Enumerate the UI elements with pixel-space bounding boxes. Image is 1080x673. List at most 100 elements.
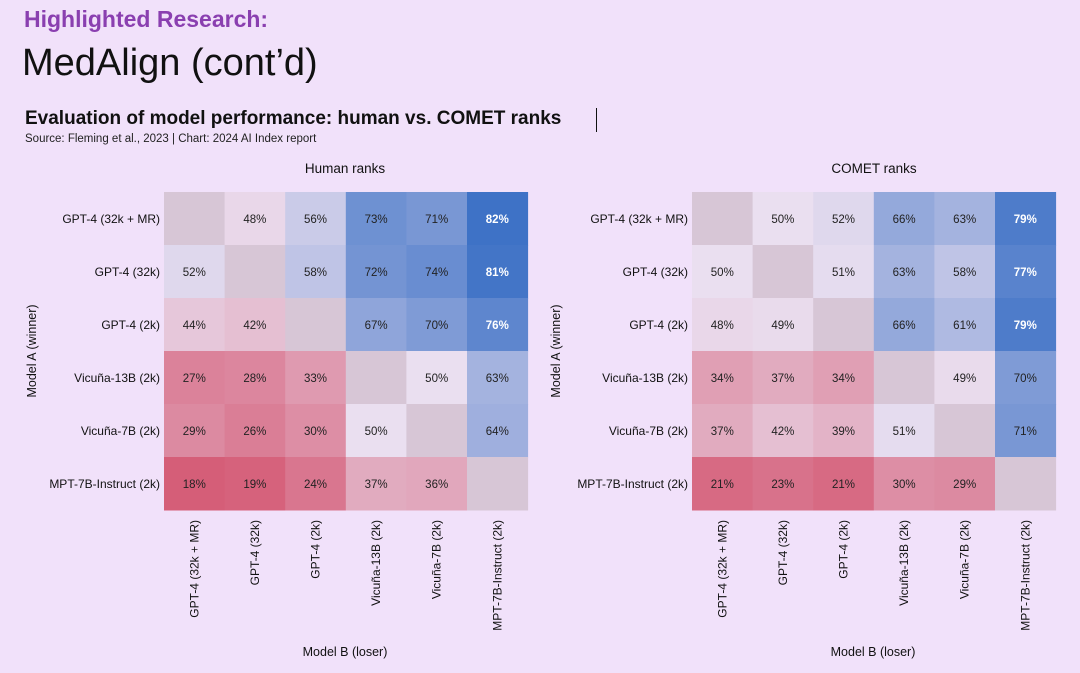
panel1-heatmap-cell: [406, 351, 468, 405]
panel2-cell-label: 39%: [832, 426, 855, 438]
panel2-cell-label: 66%: [893, 320, 916, 332]
panel1-heatmap-cell: [406, 298, 468, 352]
panel1-cell-label: 82%: [486, 214, 509, 226]
panel2-cell-label: 79%: [1014, 320, 1037, 332]
panel1-cell-label: 42%: [243, 320, 266, 332]
panel1-cell-label: 36%: [425, 479, 448, 491]
panel2-heatmap-cell: [752, 457, 814, 511]
panel2-cell-label: 61%: [953, 320, 976, 332]
panel2-heatmap-cell: [934, 298, 996, 352]
panel2-diagonal-cell: [813, 298, 875, 352]
panel1-cell-label: 81%: [486, 267, 509, 279]
panel1-column-label: GPT-4 (32k): [248, 520, 262, 585]
panel1-cell-label: 27%: [183, 373, 206, 385]
panel1-heatmap-cell: [224, 351, 286, 405]
panel2-heatmap-cell: [813, 351, 875, 405]
panel1-heatmap-cell: [224, 192, 286, 246]
panel1-column-label: GPT-4 (2k): [309, 520, 323, 579]
panel2-cell-label: 49%: [771, 320, 794, 332]
panel2-heatmap-cell: [692, 404, 754, 458]
panel2-heatmap-cell: [934, 192, 996, 246]
panel1-column-label: MPT-7B-Instruct (2k): [490, 520, 504, 631]
panel2-heatmap-cell: [813, 245, 875, 299]
panel1-heatmap-cell: [467, 192, 529, 246]
panel2-heatmap-cell: [995, 351, 1057, 405]
panel1-diagonal-cell: [224, 245, 286, 299]
panel2-cell-label: 50%: [771, 214, 794, 226]
panel1-cell-label: 26%: [243, 426, 266, 438]
panel2-heatmap-cell: [692, 298, 754, 352]
panel1-cell-label: 73%: [365, 214, 388, 226]
panel2-heatmap-cell: [692, 351, 754, 405]
panel1-cell-label: 37%: [365, 479, 388, 491]
panel2-cell-label: 21%: [711, 479, 734, 491]
panel1-heatmap-cell: [224, 457, 286, 511]
panel2-heatmap-cell: [752, 351, 814, 405]
panel1-cell-label: 18%: [183, 479, 206, 491]
panel1-heatmap-cell: [285, 351, 347, 405]
panel1-heatmap-cell: [285, 192, 347, 246]
panel2-cell-label: 34%: [711, 373, 734, 385]
panel1-heatmap-cell: [345, 192, 407, 246]
panel1-cell-label: 67%: [365, 320, 388, 332]
panel2-cell-label: 63%: [953, 214, 976, 226]
panel1-column-label: Vicuña-13B (2k): [369, 520, 383, 606]
panel2-row-label: Vicuña-13B (2k): [602, 371, 688, 385]
panel2-cell-label: 42%: [771, 426, 794, 438]
panel1-cell-label: 48%: [243, 214, 266, 226]
panel2-column-label: GPT-4 (32k + MR): [715, 520, 729, 618]
panel2-heatmap-cell: [934, 245, 996, 299]
panel2-heatmap-cell: [873, 404, 935, 458]
panel1-heatmap-cell: [164, 351, 226, 405]
panel1-cell-label: 29%: [183, 426, 206, 438]
panel1-cell-label: 33%: [304, 373, 327, 385]
panel2-x-axis-label: Model B (loser): [831, 645, 916, 659]
panel2-heatmap-cell: [934, 351, 996, 405]
panel1-cell-label: 76%: [486, 320, 509, 332]
panel1-heatmap-cell: [406, 192, 468, 246]
panel2-heatmap-cell: [813, 457, 875, 511]
panel1-heatmap-cell: [285, 457, 347, 511]
panel1-title: Human ranks: [305, 161, 386, 176]
panel2-diagonal-cell: [752, 245, 814, 299]
panel1-heatmap-cell: [406, 457, 468, 511]
panel2-cell-label: 58%: [953, 267, 976, 279]
panel1-row-label: GPT-4 (32k): [95, 265, 160, 279]
panel1-heatmap-cell: [406, 245, 468, 299]
panel1-heatmap-cell: [345, 404, 407, 458]
panel2-heatmap-cell: [873, 245, 935, 299]
panel1-cell-label: 50%: [425, 373, 448, 385]
panel2-diagonal-cell: [934, 404, 996, 458]
panel2-cell-label: 77%: [1014, 267, 1037, 279]
panel1-heatmap-cell: [224, 298, 286, 352]
panel1-column-label: GPT-4 (32k + MR): [187, 520, 201, 618]
panel1-heatmap-cell: [467, 351, 529, 405]
panel1-cell-label: 19%: [243, 479, 266, 491]
panel1-heatmap-cell: [345, 298, 407, 352]
panel1-y-axis-label: Model A (winner): [25, 304, 39, 397]
panel1-diagonal-cell: [406, 404, 468, 458]
panel2-heatmap-cell: [934, 457, 996, 511]
panel2-cell-label: 51%: [832, 267, 855, 279]
panel1-cell-label: 56%: [304, 214, 327, 226]
panel2-row-label: Vicuña-7B (2k): [609, 424, 688, 438]
panel2-column-label: Vicuña-13B (2k): [897, 520, 911, 606]
panel1-heatmap-cell: [467, 245, 529, 299]
panel2-heatmap-cell: [752, 192, 814, 246]
panel2-cell-label: 48%: [711, 320, 734, 332]
panel1-cell-label: 58%: [304, 267, 327, 279]
panel1-heatmap-cell: [285, 245, 347, 299]
panel2-column-label: MPT-7B-Instruct (2k): [1018, 520, 1032, 631]
panel2-heatmap-cell: [692, 245, 754, 299]
panel2-heatmap-cell: [995, 245, 1057, 299]
panel2-heatmap-cell: [813, 192, 875, 246]
panel2-column-label: GPT-4 (2k): [837, 520, 851, 579]
panel1-row-label: GPT-4 (32k + MR): [62, 212, 160, 226]
panel2-row-label: MPT-7B-Instruct (2k): [577, 477, 688, 491]
slide-title: MedAlign (cont’d): [22, 42, 318, 84]
panel2-column-label: Vicuña-7B (2k): [958, 520, 972, 599]
panel2-diagonal-cell: [692, 192, 754, 246]
panel2-cell-label: 29%: [953, 479, 976, 491]
panel2-cell-label: 71%: [1014, 426, 1037, 438]
panel2-heatmap-cell: [995, 404, 1057, 458]
